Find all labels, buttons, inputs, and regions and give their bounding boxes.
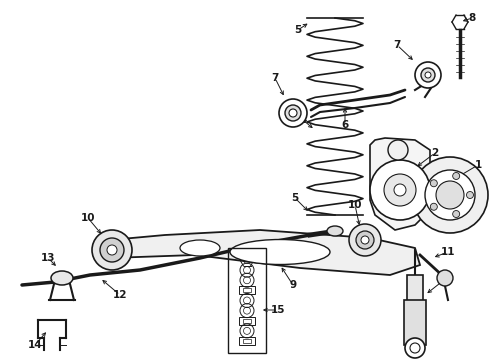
Circle shape (466, 192, 473, 198)
Circle shape (430, 180, 437, 187)
Ellipse shape (230, 239, 330, 265)
Text: 9: 9 (290, 280, 296, 290)
Bar (228, 248, 266, 353)
Ellipse shape (327, 226, 343, 236)
Circle shape (415, 62, 441, 88)
Bar (243, 319, 251, 323)
Circle shape (394, 184, 406, 196)
Circle shape (279, 99, 307, 127)
Polygon shape (110, 230, 420, 275)
Text: 10: 10 (81, 213, 95, 223)
Circle shape (421, 68, 435, 82)
Bar (243, 288, 251, 292)
Text: 7: 7 (393, 40, 401, 50)
Ellipse shape (51, 271, 73, 285)
Circle shape (425, 170, 475, 220)
Circle shape (437, 270, 453, 286)
Text: 10: 10 (348, 200, 362, 210)
Polygon shape (370, 138, 430, 230)
Circle shape (356, 231, 374, 249)
Text: 3: 3 (441, 275, 448, 285)
Ellipse shape (180, 240, 220, 256)
Text: 8: 8 (468, 13, 476, 23)
Text: 7: 7 (271, 73, 279, 83)
Circle shape (453, 172, 460, 180)
Text: 13: 13 (41, 253, 55, 263)
Circle shape (453, 211, 460, 217)
Text: 15: 15 (271, 305, 285, 315)
Circle shape (370, 160, 430, 220)
Bar (243, 339, 251, 343)
Text: 5: 5 (292, 193, 298, 203)
Bar (239, 286, 255, 294)
Circle shape (384, 174, 416, 206)
Circle shape (92, 230, 132, 270)
Text: 11: 11 (441, 247, 455, 257)
Bar (407, 275, 423, 335)
Circle shape (412, 157, 488, 233)
Circle shape (430, 203, 437, 210)
Text: 14: 14 (28, 340, 42, 350)
Circle shape (405, 338, 425, 358)
Circle shape (107, 245, 117, 255)
Circle shape (349, 224, 381, 256)
Circle shape (100, 238, 124, 262)
Text: 1: 1 (474, 160, 482, 170)
Text: 5: 5 (294, 25, 302, 35)
Text: 12: 12 (113, 290, 127, 300)
Bar (239, 317, 255, 325)
Circle shape (285, 105, 301, 121)
Bar (239, 337, 255, 345)
Circle shape (425, 72, 431, 78)
Text: 2: 2 (431, 148, 439, 158)
Circle shape (388, 140, 408, 160)
Circle shape (289, 109, 297, 117)
Circle shape (436, 181, 464, 209)
Text: 4: 4 (299, 115, 307, 125)
Text: 6: 6 (342, 120, 348, 130)
Circle shape (361, 236, 369, 244)
Bar (404, 300, 426, 345)
